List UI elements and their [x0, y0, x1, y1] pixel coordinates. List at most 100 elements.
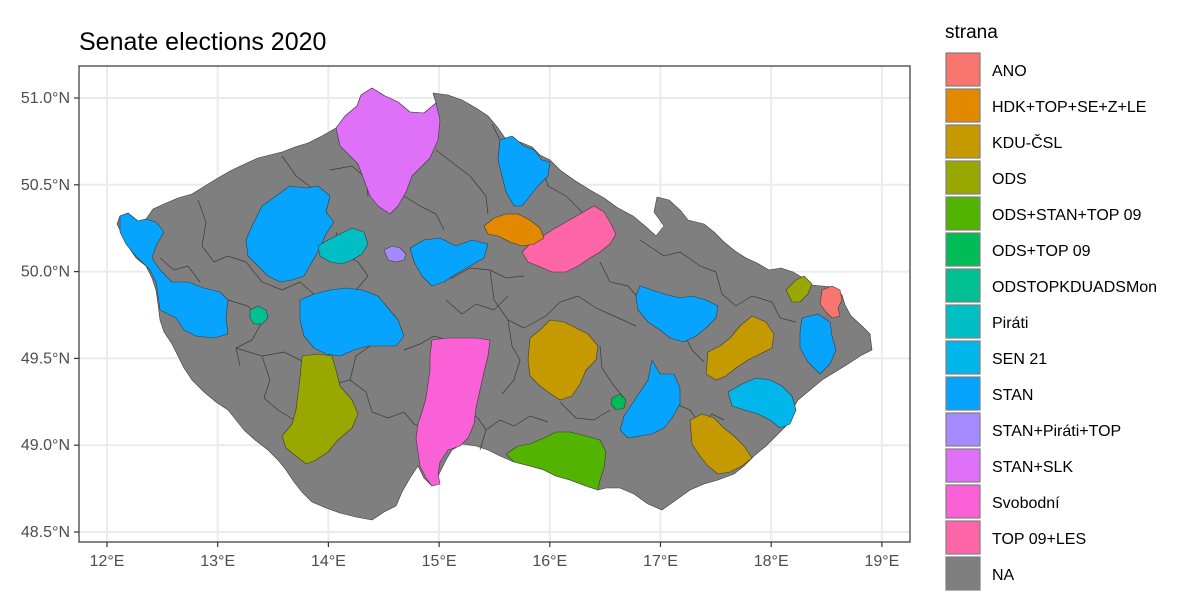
legend-item: KDU-ČSL: [945, 124, 1062, 159]
y-tick-label: 50.5°N: [21, 177, 70, 194]
legend-label: STAN+Piráti+TOP: [992, 423, 1121, 440]
region-kdu-sl: [705, 315, 775, 381]
legend-label: SEN 21: [992, 351, 1047, 368]
legend-label: NA: [992, 567, 1015, 584]
district-border: [599, 261, 641, 301]
legend-item: NA: [945, 556, 1015, 591]
region-stan: [497, 135, 551, 207]
legend-item: TOP 09+LES: [945, 520, 1086, 555]
x-tick-label: 14°E: [311, 553, 346, 570]
legend-item: ODS+TOP 09: [945, 232, 1091, 267]
legend-swatch: [945, 340, 981, 375]
region-ods-top-09: [610, 393, 627, 411]
legend-item: STAN+SLK: [945, 448, 1073, 483]
region-pir-ti: [317, 227, 369, 265]
legend-title: strana: [945, 22, 998, 43]
legend-label: Svobodní: [992, 495, 1060, 512]
x-tick-label: 12°E: [90, 553, 125, 570]
legend-swatch: [945, 160, 981, 195]
legend-item: Svobodní: [945, 484, 1060, 519]
region-ano: [819, 285, 843, 319]
region-stan: [799, 313, 837, 375]
legend-swatch: [945, 232, 981, 267]
legend: strana ANO HDK+TOP+SE+Z+LE KDU-ČSL ODS ODS+S…: [945, 22, 1157, 591]
legend-item: SEN 21: [945, 340, 1047, 375]
district-border: [479, 415, 549, 451]
legend-swatch: [945, 124, 981, 159]
legend-label: ANO: [992, 63, 1027, 80]
legend-swatch: [945, 484, 981, 519]
region-stan-slk: [335, 87, 441, 215]
region-stan: [299, 287, 405, 357]
legend-item: STAN+Piráti+TOP: [945, 412, 1121, 447]
legend-label: ODS+TOP 09: [992, 243, 1091, 260]
legend-swatch: [945, 52, 981, 87]
region-stan: [245, 185, 335, 283]
district-border: [445, 295, 509, 315]
district-border: [599, 345, 625, 399]
y-axis: 51.0°N 50.5°N 50.0°N 49.5°N 49.0°N 48.5°N: [21, 90, 79, 541]
district-border: [715, 271, 773, 307]
map-panel: [78, 65, 911, 543]
district-border: [159, 257, 201, 283]
region-stan: [409, 237, 489, 287]
legend-swatch: [945, 412, 981, 447]
region-sen-21: [727, 377, 797, 429]
y-tick-label: 51.0°N: [21, 90, 70, 107]
legend-swatch: [945, 448, 981, 483]
y-tick-label: 49.5°N: [21, 350, 70, 367]
legend-label: STAN: [992, 387, 1033, 404]
legend-item: ODSTOPKDUADSMon: [945, 268, 1157, 303]
x-axis: 12°E 13°E 14°E 15°E 16°E 17°E 18°E 19°E: [90, 542, 899, 570]
legend-label: STAN+SLK: [992, 459, 1073, 476]
region-hdk-top-se-z-le: [483, 213, 545, 247]
y-tick-label: 48.5°N: [21, 524, 70, 541]
legend-label: ODS+STAN+TOP 09: [992, 207, 1142, 224]
legend-label: Piráti: [992, 315, 1028, 332]
district-border: [261, 355, 295, 421]
region-stan: [619, 359, 681, 439]
legend-item: STAN: [945, 376, 1033, 411]
district-borders: [159, 123, 797, 451]
district-border: [523, 295, 579, 329]
region-kdu-sl: [689, 413, 753, 475]
legend-swatch: [945, 268, 981, 303]
region-ods-stan-top-09: [505, 431, 607, 491]
legend-swatch: [945, 304, 981, 339]
x-tick-label: 16°E: [532, 553, 567, 570]
legend-label: KDU-ČSL: [992, 133, 1062, 152]
legend-item: Piráti: [945, 304, 1028, 339]
legend-label: ODSTOPKDUADSMon: [992, 279, 1157, 296]
district-border: [197, 199, 247, 263]
region-ods: [281, 353, 359, 465]
legend-label: TOP 09+LES: [992, 531, 1086, 548]
region-stan: [635, 285, 719, 343]
district-border: [489, 269, 525, 329]
y-tick-label: 50.0°N: [21, 264, 70, 281]
x-tick-label: 19°E: [864, 553, 899, 570]
district-border: [501, 319, 521, 395]
legend-swatch: [945, 556, 981, 591]
region-stan: [119, 212, 229, 339]
x-tick-label: 17°E: [643, 553, 678, 570]
region-odstopkduadsmon: [249, 305, 269, 325]
district-border: [577, 295, 637, 327]
legend-swatch: [945, 520, 981, 555]
district-border: [435, 149, 489, 215]
legend-label: ODS: [992, 171, 1027, 188]
district-border: [771, 301, 797, 323]
legend-swatch: [945, 376, 981, 411]
legend-item: ODS: [945, 160, 1027, 195]
district-border: [403, 195, 445, 231]
x-tick-label: 15°E: [422, 553, 457, 570]
region-svobodn-: [415, 337, 491, 487]
district-border: [559, 401, 611, 421]
legend-swatch: [945, 196, 981, 231]
y-tick-label: 49.0°N: [21, 437, 70, 454]
legend-item: HDK+TOP+SE+Z+LE: [945, 88, 1146, 123]
region-ods: [785, 275, 813, 303]
panel-border: [78, 65, 911, 543]
district-border: [403, 335, 447, 351]
legend-label: HDK+TOP+SE+Z+LE: [992, 99, 1146, 116]
